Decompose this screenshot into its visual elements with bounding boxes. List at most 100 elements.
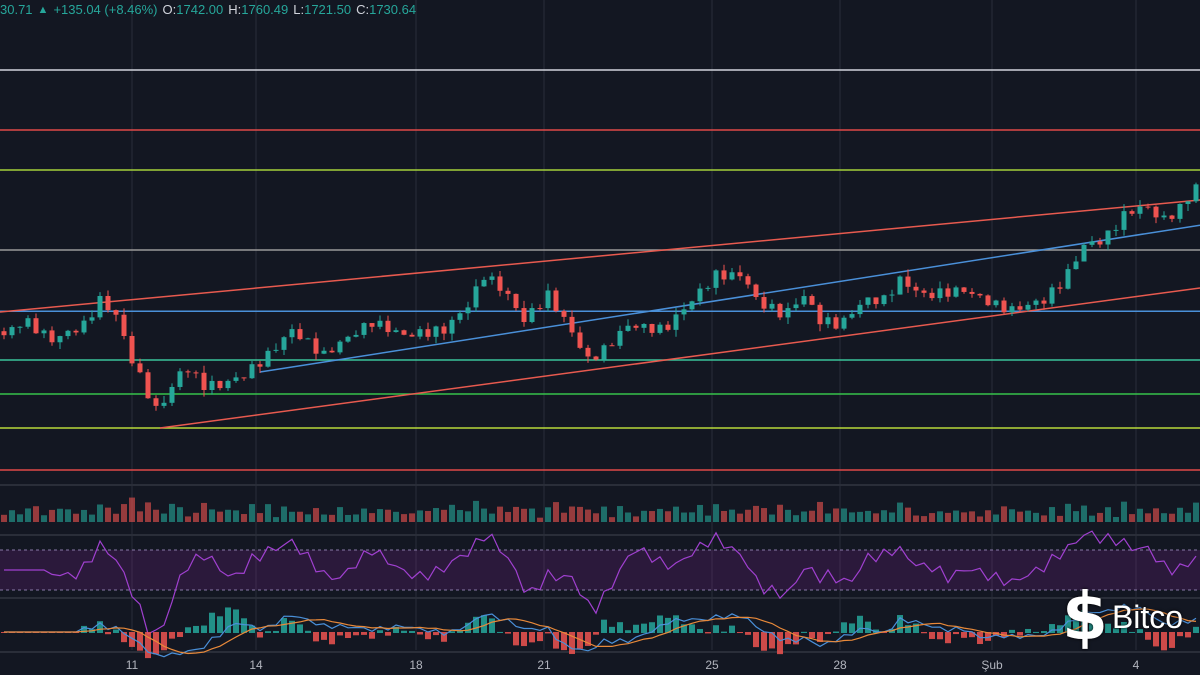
- macd-histogram-bar: [513, 632, 519, 646]
- macd-histogram-bar: [457, 630, 463, 633]
- macd-histogram-bar: [921, 632, 927, 634]
- candle-body: [1017, 306, 1023, 310]
- macd-histogram-bar: [881, 632, 887, 634]
- candle-body: [545, 290, 551, 309]
- volume-bar: [217, 511, 223, 522]
- volume-bar: [897, 502, 903, 522]
- macd-histogram-bar: [585, 632, 591, 646]
- candle-body: [841, 317, 847, 329]
- candle-body: [241, 377, 247, 379]
- candle-body: [697, 288, 703, 302]
- macd-histogram-bar: [609, 626, 615, 633]
- volume-bar: [521, 508, 527, 522]
- volume-bar: [737, 513, 743, 522]
- macd-histogram-bar: [105, 632, 111, 635]
- volume-bar: [393, 511, 399, 522]
- macd-histogram-bar: [265, 631, 271, 633]
- volume-bar: [601, 506, 607, 522]
- macd-histogram-bar: [1017, 632, 1023, 636]
- volume-bar: [913, 515, 919, 522]
- candle-body: [585, 347, 591, 357]
- candle-body: [1001, 300, 1007, 313]
- candle-body: [1161, 215, 1167, 218]
- candle-body: [425, 329, 431, 337]
- macd-histogram-bar: [713, 625, 719, 633]
- volume-bar: [769, 514, 775, 522]
- candle-body: [561, 311, 567, 317]
- volume-bar: [1033, 512, 1039, 522]
- bitcoin-logo-icon: $: [1062, 578, 1108, 655]
- volume-bar: [793, 515, 799, 522]
- volume-bar: [681, 512, 687, 522]
- candle-body: [169, 386, 175, 403]
- volume-bar: [817, 501, 823, 522]
- volume-bar: [1, 514, 7, 522]
- volume-bar: [1121, 501, 1127, 522]
- price-change: +135.04 (+8.46%): [53, 2, 158, 17]
- volume-bar: [129, 497, 135, 522]
- candle-body: [489, 276, 495, 280]
- macd-histogram-bar: [481, 615, 487, 633]
- volume-bar: [113, 513, 119, 522]
- candle-body: [1, 331, 7, 336]
- macd-histogram-bar: [1129, 631, 1135, 633]
- candle-body: [617, 330, 623, 346]
- candle-body: [905, 276, 911, 287]
- close-label: C:: [356, 2, 370, 17]
- macd-histogram-bar: [1049, 624, 1055, 633]
- candle-body: [433, 326, 439, 337]
- volume-bar: [721, 510, 727, 522]
- volume-bar: [417, 510, 423, 522]
- volume-bar: [625, 512, 631, 522]
- macd-histogram-bar: [553, 632, 559, 649]
- candle-body: [377, 320, 383, 327]
- candle-body: [753, 284, 759, 298]
- macd-histogram-bar: [169, 632, 175, 639]
- candle-body: [481, 279, 487, 287]
- volume-bar: [929, 513, 935, 522]
- macd-histogram-bar: [473, 616, 479, 633]
- candle-body: [729, 272, 735, 280]
- volume-bar: [33, 506, 39, 522]
- volume-bar: [529, 508, 535, 522]
- volume-bar: [657, 508, 663, 522]
- candle-body: [833, 317, 839, 329]
- volume-bar: [201, 502, 207, 522]
- candle-body: [1169, 215, 1175, 219]
- volume-bar: [705, 515, 711, 522]
- candle-body: [937, 288, 943, 299]
- volume-bar: [25, 508, 31, 522]
- macd-pane: [1, 603, 1199, 659]
- volume-bar: [649, 511, 655, 522]
- open-value: 1742.00: [176, 2, 224, 17]
- macd-histogram-bar: [809, 632, 815, 639]
- support-line: [259, 224, 1200, 373]
- macd-histogram-bar: [681, 624, 687, 633]
- candle-body: [881, 295, 887, 305]
- volume-bar: [105, 507, 111, 522]
- last-price: 30.71: [0, 2, 33, 17]
- macd-histogram-bar: [705, 632, 711, 634]
- volume-bar: [41, 515, 47, 522]
- volume-bar: [1073, 511, 1079, 522]
- candle-body: [81, 320, 87, 333]
- candle-body: [401, 330, 407, 335]
- candle-body: [161, 402, 167, 406]
- macd-histogram-bar: [633, 624, 639, 633]
- volume-bar: [505, 511, 511, 522]
- candle-body: [65, 330, 71, 337]
- macd-histogram-bar: [401, 630, 407, 633]
- signal-line: [4, 608, 1197, 655]
- candle-body: [209, 380, 215, 390]
- candle-body: [89, 317, 95, 321]
- macd-histogram-bar: [697, 628, 703, 633]
- candle-body: [1057, 287, 1063, 289]
- candle-body: [201, 372, 207, 390]
- candle-body: [217, 380, 223, 389]
- watermark-text: Bitco: [1111, 598, 1184, 635]
- macd-histogram-bar: [793, 632, 799, 645]
- candle-body: [25, 318, 31, 327]
- candle-body: [345, 336, 351, 342]
- volume-bar: [121, 504, 127, 522]
